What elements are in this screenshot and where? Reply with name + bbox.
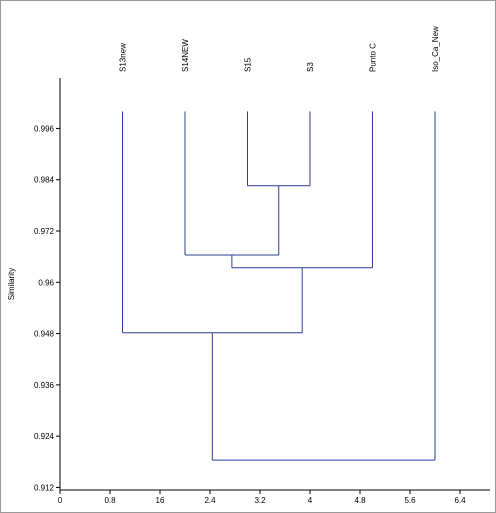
- x-tick-label: 4: [308, 496, 313, 505]
- y-tick-label: 0.96: [38, 278, 54, 287]
- y-tick-label: 0.924: [34, 432, 55, 441]
- x-tick-label: 5.6: [404, 496, 416, 505]
- leaf-label: S3: [306, 62, 315, 72]
- leaf-label: Iso_Ca_New: [431, 26, 440, 72]
- leaf-label: S14NEW: [181, 39, 190, 72]
- x-tick-label: 2.4: [204, 496, 216, 505]
- y-tick-label: 0.996: [34, 124, 55, 133]
- y-axis-label: Similarity: [7, 268, 16, 300]
- y-tick-label: 0.948: [34, 330, 55, 339]
- x-tick-label: 0.8: [104, 496, 116, 505]
- x-tick-label: 16: [156, 496, 165, 505]
- y-tick-label: 0.972: [34, 227, 55, 236]
- x-tick-label: 0: [58, 496, 63, 505]
- leaf-label: S13new: [119, 43, 128, 72]
- y-tick-label: 0.936: [34, 381, 55, 390]
- x-tick-label: 4.8: [354, 496, 366, 505]
- leaf-label: Punto C: [369, 43, 378, 72]
- leaf-label: S15: [244, 57, 253, 72]
- x-tick-label: 6.4: [454, 496, 466, 505]
- x-tick-label: 3.2: [254, 496, 266, 505]
- y-tick-label: 0.984: [34, 176, 55, 185]
- y-tick-label: 0.912: [34, 483, 55, 492]
